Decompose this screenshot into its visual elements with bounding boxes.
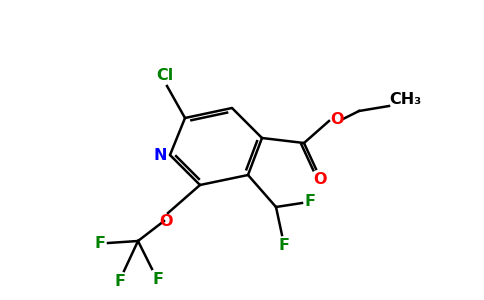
Text: F: F	[94, 236, 106, 250]
Text: F: F	[304, 194, 316, 208]
Text: F: F	[152, 272, 164, 286]
Text: CH₃: CH₃	[389, 92, 421, 106]
Text: O: O	[159, 214, 173, 230]
Text: N: N	[153, 148, 167, 163]
Text: O: O	[313, 172, 327, 187]
Text: Cl: Cl	[156, 68, 174, 83]
Text: F: F	[278, 238, 289, 253]
Text: O: O	[330, 112, 344, 127]
Text: F: F	[115, 274, 125, 289]
